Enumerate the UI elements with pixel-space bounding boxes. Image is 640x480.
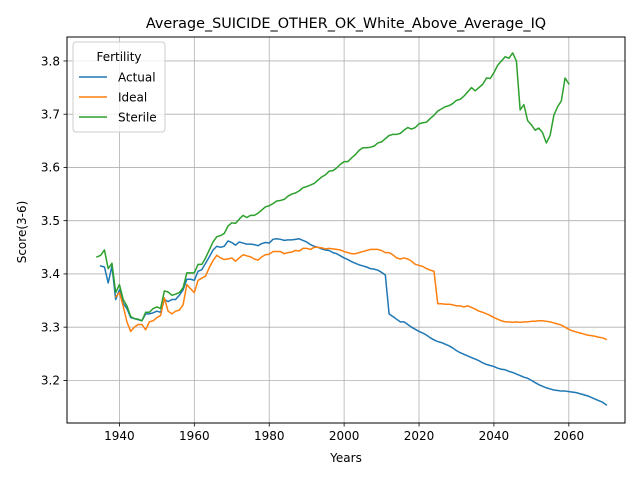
y-axis-ticks: 3.2 3.3 3.4 3.5 3.6 3.7 3.8 (41, 54, 67, 388)
legend-title: Fertility (96, 50, 141, 64)
series-line-sterile (95, 52, 570, 322)
x-tick-label: 1960 (179, 429, 210, 443)
series-line-actual (99, 238, 608, 406)
series-lines (95, 52, 608, 406)
legend-box (72, 41, 166, 133)
legend-label-sterile: Sterile (118, 110, 157, 124)
y-tick-label: 3.2 (41, 374, 60, 388)
x-tick-label: 2000 (329, 429, 360, 443)
x-axis-ticks: 1940 1960 1980 2000 2020 2040 2060 (104, 423, 584, 443)
plot-area-frame (66, 36, 626, 424)
chart-title: Average_SUICIDE_OTHER_OK_White_Above_Ave… (146, 16, 546, 32)
legend-entries: Actual Ideal Sterile (79, 70, 157, 124)
y-tick-label: 3.6 (41, 161, 60, 175)
x-tick-label: 2060 (554, 429, 585, 443)
x-tick-label: 2020 (404, 429, 435, 443)
series-line-ideal (114, 246, 608, 341)
grid-lines (67, 37, 625, 423)
y-axis-label: Score(3-6) (15, 201, 29, 264)
y-tick-label: 3.3 (41, 320, 60, 334)
y-tick-label: 3.4 (41, 267, 60, 281)
y-tick-label: 3.5 (41, 214, 60, 228)
x-tick-label: 2040 (479, 429, 510, 443)
x-tick-label: 1980 (254, 429, 285, 443)
y-tick-label: 3.8 (41, 54, 60, 68)
legend: Fertility Actual Ideal Sterile (72, 41, 166, 133)
y-tick-label: 3.7 (41, 108, 60, 122)
legend-label-ideal: Ideal (118, 90, 147, 104)
x-axis-label: Years (329, 451, 362, 465)
x-tick-label: 1940 (104, 429, 135, 443)
legend-label-actual: Actual (118, 70, 156, 84)
